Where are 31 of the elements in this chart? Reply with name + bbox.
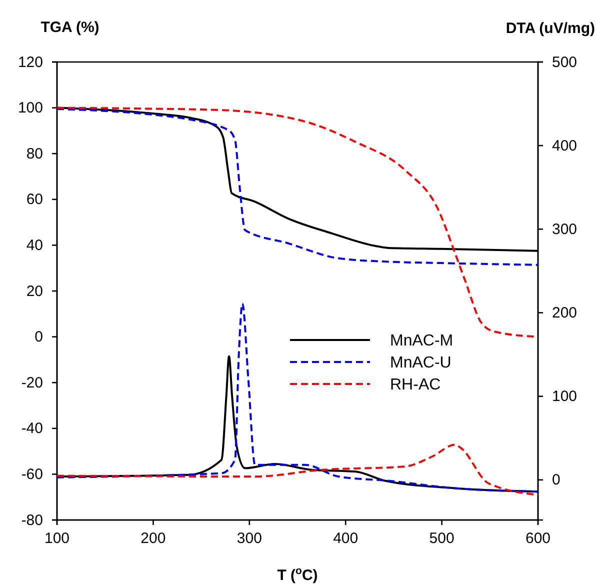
- y2-tick-label: 400: [552, 137, 578, 154]
- x-tick-label: 100: [44, 530, 70, 547]
- x-tick-label: 600: [525, 530, 551, 547]
- line-series: [56, 444, 539, 496]
- y2-tick-label: 0: [552, 472, 560, 489]
- y-tick-label: -40: [21, 420, 43, 438]
- y-tick-label: 80: [26, 145, 43, 162]
- line-series: [56, 302, 539, 493]
- y2-tick-label: 100: [552, 388, 578, 406]
- x-tick-label: 300: [236, 530, 262, 547]
- x-tick-label: 400: [333, 530, 358, 547]
- x-tick-label: 200: [140, 530, 166, 547]
- legend-label: MnAC-M: [390, 332, 454, 350]
- y-tick-label: 40: [26, 237, 43, 254]
- y-tick-label: -20: [21, 374, 43, 392]
- legend-label: MnAC-U: [390, 354, 452, 372]
- x-axis-title: T ($^{o}$C): [277, 565, 318, 584]
- y-tick-label: -60: [21, 466, 43, 483]
- y-tick-label: 60: [26, 191, 43, 208]
- y-tick-label: 120: [18, 54, 43, 71]
- y2-tick-label: 500: [552, 54, 578, 71]
- legend-label: RH-AC: [390, 376, 441, 394]
- y2-axis-title: DTA (uV/mg): [506, 20, 595, 37]
- y2-tick-label: 200: [552, 304, 578, 322]
- x-tick-label: 500: [429, 530, 454, 547]
- y-axis-title: TGA (%): [40, 19, 100, 36]
- y-tick-label: 0: [34, 328, 43, 346]
- y-tick-label: 20: [26, 282, 43, 300]
- y2-tick-label: 300: [552, 220, 578, 238]
- y-tick-label: -80: [21, 512, 43, 529]
- y-tick-label: 100: [18, 100, 43, 117]
